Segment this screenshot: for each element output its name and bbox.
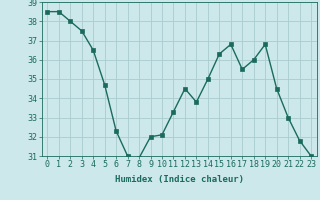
X-axis label: Humidex (Indice chaleur): Humidex (Indice chaleur) xyxy=(115,175,244,184)
